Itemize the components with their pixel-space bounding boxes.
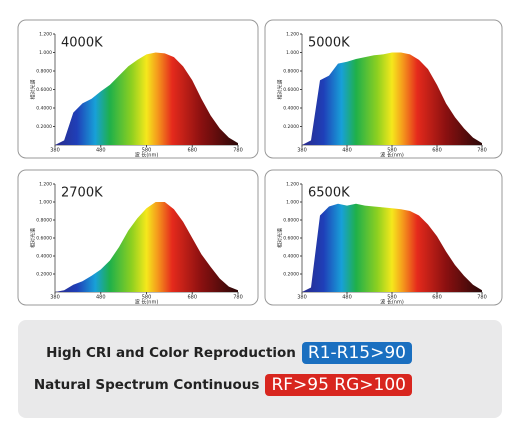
y-tick-label: 0.6000 [36,87,52,93]
feature-badge: R1-R15>90 [301,342,412,364]
feature-row: High CRI and Color Reproduction R1-R15>9… [46,342,412,364]
y-axis-label: 相对光谱 [30,79,37,99]
chart-title: 2700K [61,186,103,201]
y-tick-label: 0.8000 [283,218,299,224]
x-tick-label: 380 [297,148,307,154]
x-tick-label: 780 [477,148,487,154]
chart-title: 5000K [308,36,350,51]
x-tick-label: 380 [297,295,307,301]
y-tick-label: 0.2000 [36,124,52,130]
y-tick-label: 0.6000 [36,236,52,242]
y-tick-label: 0.8000 [36,218,52,224]
x-tick-label: 480 [342,295,352,301]
x-axis-label: 波 长(nm) [135,152,159,159]
y-tick-label: 1.200 [286,182,299,188]
y-tick-label: 1.000 [286,200,299,206]
y-tick-label: 0.4000 [283,254,299,260]
y-tick-label: 1.200 [39,182,52,188]
spectrum-area [302,203,482,292]
x-tick-label: 580 [142,295,152,301]
x-tick-label: 680 [432,295,442,301]
x-tick-label: 580 [387,148,397,154]
x-axis-label: 波 长(nm) [380,152,404,159]
y-tick-label: 0.4000 [283,106,299,112]
y-tick-label: 0.6000 [283,236,299,242]
chart-title: 6500K [308,186,350,201]
charts: 0.2000 0.4000 0.6000 0.8000 1.000 1.200 380 480… [17,19,503,306]
x-tick-label: 380 [50,295,60,301]
feature-text: High CRI and Color Reproduction [46,345,296,361]
feature-badge: RF>95 RG>100 [265,374,412,396]
x-tick-label: 380 [50,148,60,154]
spectrum-area [55,52,238,145]
y-tick-label: 0.2000 [283,272,299,278]
x-tick-label: 780 [233,295,243,301]
x-tick-label: 480 [342,148,352,154]
spectrum-area [302,52,482,145]
y-tick-label: 1.000 [39,50,52,56]
y-axis-label: 相对光谱 [277,228,284,248]
y-tick-label: 0.8000 [36,69,52,75]
y-tick-label: 0.2000 [36,272,52,278]
y-tick-label: 0.6000 [283,87,299,93]
y-tick-label: 0.8000 [283,69,299,75]
x-tick-label: 680 [187,148,197,154]
x-axis-label: 波 长(nm) [135,299,159,306]
spectrum-area [55,202,238,292]
feature-row: Natural Spectrum Continuous RF>95 RG>100 [34,374,412,396]
feature-text: Natural Spectrum Continuous [33,377,260,393]
x-tick-label: 480 [96,148,106,154]
y-axis-label: 相对光谱 [277,79,284,99]
x-tick-label: 680 [187,295,197,301]
x-tick-label: 480 [96,295,106,301]
x-tick-label: 780 [233,148,243,154]
y-tick-label: 1.000 [286,50,299,56]
x-tick-label: 580 [387,295,397,301]
y-tick-label: 1.200 [39,32,52,38]
x-tick-label: 780 [477,295,487,301]
y-tick-label: 0.2000 [283,124,299,130]
y-tick-label: 1.000 [39,200,52,206]
y-tick-label: 0.4000 [36,106,52,112]
y-tick-label: 0.4000 [36,254,52,260]
x-axis-label: 波 长(nm) [380,299,404,306]
feature-panel: High CRI and Color Reproduction R1-R15>9… [18,320,502,418]
y-tick-label: 1.200 [286,32,299,38]
chart-title: 4000K [61,36,103,51]
x-tick-label: 680 [432,148,442,154]
y-axis-label: 相对光谱 [30,228,37,248]
x-tick-label: 580 [142,148,152,154]
